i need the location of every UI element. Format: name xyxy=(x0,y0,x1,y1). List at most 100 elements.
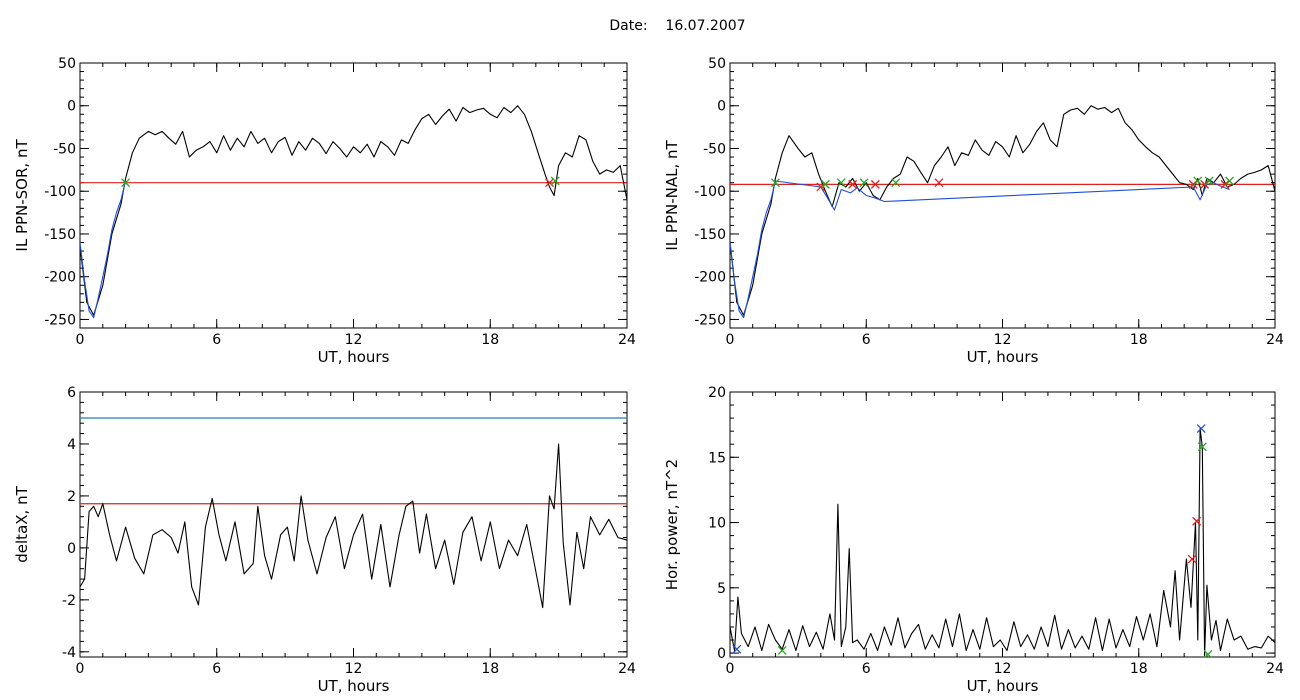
event-marker xyxy=(1196,424,1206,434)
marker-stroke xyxy=(1204,176,1214,186)
event-marker xyxy=(732,644,742,654)
marker-stroke xyxy=(820,179,830,189)
y-tick-label: 20 xyxy=(708,385,726,401)
y-tick-label: -50 xyxy=(703,141,726,157)
marker-stroke xyxy=(870,179,880,189)
x-tick-label: 18 xyxy=(1130,332,1148,348)
x-tick-label: 12 xyxy=(994,661,1012,677)
y-axis-label: deltaX, nT xyxy=(13,485,31,562)
marker-stroke xyxy=(1192,516,1202,526)
event-marker xyxy=(1188,179,1198,189)
marker-stroke xyxy=(1225,176,1235,186)
event-marker xyxy=(1197,442,1207,452)
event-marker xyxy=(545,178,554,188)
marker-stroke xyxy=(1193,176,1203,186)
y-tick-label: 6 xyxy=(67,385,76,401)
date-value: 16.07.2007 xyxy=(665,18,746,34)
x-axis-label: UT, hours xyxy=(318,348,390,366)
marker-stroke xyxy=(1197,442,1207,452)
marker-stroke xyxy=(1187,554,1197,564)
y-tick-label: 5 xyxy=(717,581,726,597)
x-tick-label: 24 xyxy=(1266,332,1284,348)
event-marker xyxy=(848,179,858,189)
x-axis-label: UT, hours xyxy=(967,677,1039,695)
y-tick-label: 2 xyxy=(67,489,76,505)
marker-stroke xyxy=(848,179,858,189)
plot-area xyxy=(730,424,1275,657)
x-tick-label: 12 xyxy=(345,332,363,348)
marker-stroke xyxy=(1200,179,1210,189)
x-tick-label: 24 xyxy=(618,661,636,677)
y-tick-label: -250 xyxy=(44,312,76,328)
event-marker xyxy=(891,178,901,188)
x-axis-label: UT, hours xyxy=(318,677,390,695)
x-tick-label: 0 xyxy=(726,332,735,348)
x-tick-label: 24 xyxy=(1266,661,1284,677)
x-tick-label: 12 xyxy=(994,332,1012,348)
x-tick-label: 0 xyxy=(76,332,85,348)
event-marker xyxy=(1200,179,1210,189)
y-tick-label: 15 xyxy=(708,450,726,466)
x-tick-label: 0 xyxy=(726,661,735,677)
y-axis-label: Hor. power, nT^2 xyxy=(663,459,681,590)
marker-stroke xyxy=(777,646,787,655)
event-marker xyxy=(934,178,944,188)
marker-stroke xyxy=(732,644,742,654)
x-tick-label: 6 xyxy=(212,661,221,677)
event-marker xyxy=(1203,649,1213,657)
event-marker xyxy=(820,179,830,189)
y-tick-label: -100 xyxy=(44,184,76,200)
marker-stroke xyxy=(836,178,846,188)
y-tick-label: -250 xyxy=(694,312,726,328)
marker-stroke xyxy=(891,178,901,188)
y-tick-label: -4 xyxy=(62,645,76,661)
marker-stroke xyxy=(816,182,826,192)
event-marker xyxy=(859,178,869,188)
marker-stroke xyxy=(1204,649,1213,657)
plot-area xyxy=(80,105,627,319)
y-tick-label: 0 xyxy=(67,99,76,115)
y-tick-label: 0 xyxy=(717,646,726,662)
y-tick-label: -150 xyxy=(44,227,76,243)
y-tick-label: -50 xyxy=(53,141,76,157)
event-marker xyxy=(1225,176,1235,186)
x-tick-label: 12 xyxy=(345,661,363,677)
series-line xyxy=(80,180,127,319)
y-tick-label: 10 xyxy=(708,516,726,532)
marker-stroke xyxy=(770,178,780,188)
plot-frame xyxy=(79,62,628,329)
event-marker xyxy=(770,178,780,188)
event-marker xyxy=(550,176,560,186)
series-line xyxy=(730,105,1275,316)
page-title: Date: 16.07.2007 xyxy=(0,18,1300,34)
y-tick-label: -2 xyxy=(62,593,76,609)
plot-area xyxy=(80,417,627,609)
x-tick-label: 6 xyxy=(212,332,221,348)
event-marker xyxy=(1220,179,1230,189)
marker-stroke xyxy=(859,178,869,188)
event-marker xyxy=(1187,554,1197,564)
series-line xyxy=(80,105,627,316)
event-marker xyxy=(816,182,826,192)
event-marker xyxy=(777,646,787,655)
marker-stroke xyxy=(1220,179,1230,189)
marker-stroke xyxy=(934,178,944,188)
event-marker xyxy=(1193,176,1203,186)
y-tick-label: -100 xyxy=(694,184,726,200)
event-marker xyxy=(836,178,846,188)
x-tick-label: 18 xyxy=(1130,661,1148,677)
event-marker xyxy=(1192,516,1202,526)
y-tick-label: 50 xyxy=(708,56,726,72)
event-marker xyxy=(1204,176,1214,186)
marker-stroke xyxy=(550,176,560,186)
x-tick-label: 18 xyxy=(481,661,499,677)
x-tick-label: 24 xyxy=(618,332,636,348)
date-label: Date: xyxy=(609,18,648,34)
y-tick-label: -150 xyxy=(694,227,726,243)
chart-il-ppn-nal: 0 6 12 18 24 -250 -200 -150 -100 -50 0 50 UT, hours I… xyxy=(663,56,1284,366)
plot-frame xyxy=(79,391,628,658)
series-line xyxy=(730,428,1275,657)
plot-area xyxy=(730,105,1275,319)
